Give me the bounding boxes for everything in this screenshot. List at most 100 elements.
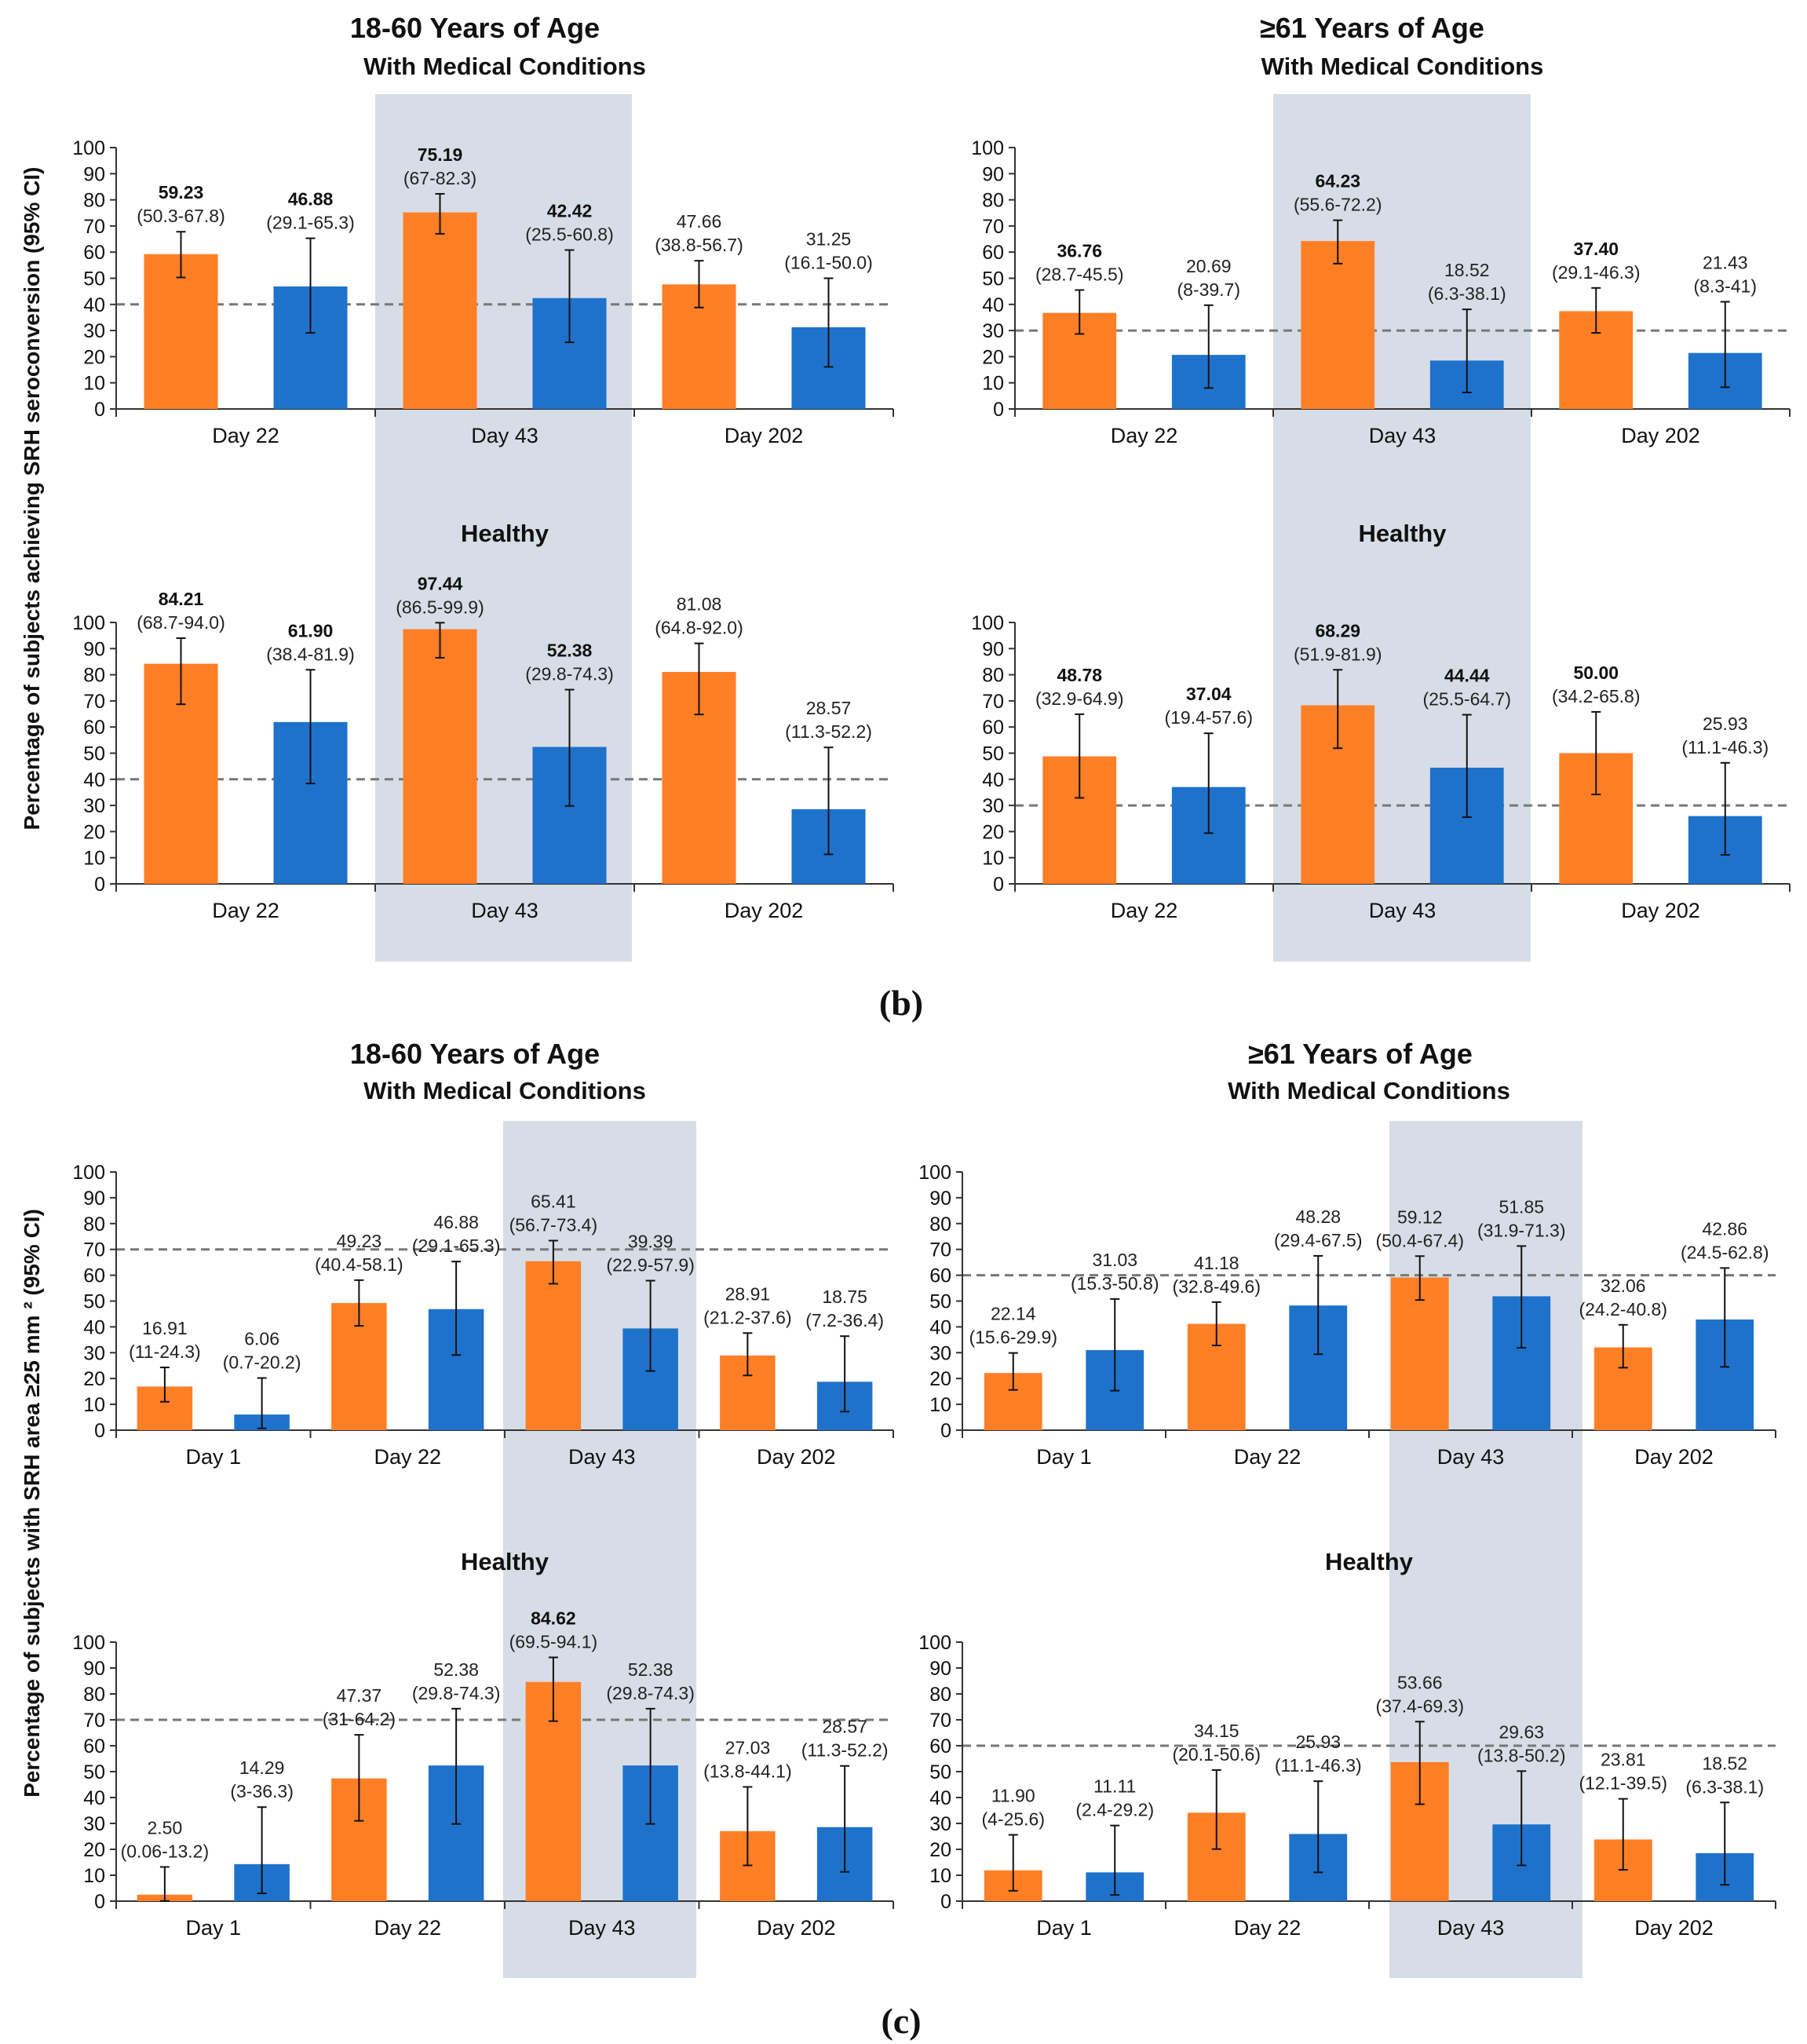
y-tick-label: 50 xyxy=(982,743,1004,765)
ci-label: (69.5-94.1) xyxy=(509,1631,598,1652)
value-label: 37.04 xyxy=(1186,684,1232,704)
chart-c4: Healthy 0 10 20 30 40 50 60 70 80 90 100 Day 1 Day 22… xyxy=(918,1548,1776,1940)
y-tick-label: 30 xyxy=(982,795,1004,817)
bar-orange xyxy=(1390,1277,1449,1430)
y-tick-label: 100 xyxy=(971,612,1004,634)
ci-label: (37.4-69.3) xyxy=(1375,1695,1464,1716)
y-tick-label: 40 xyxy=(83,769,105,791)
y-tick-label: 30 xyxy=(83,1342,105,1364)
ci-label: (29.1-65.3) xyxy=(266,213,355,233)
ci-label: (13.8-50.2) xyxy=(1477,1745,1566,1765)
ci-label: (11.3-52.2) xyxy=(801,1740,889,1761)
y-tick-label: 0 xyxy=(940,1891,951,1913)
y-tick-label: 10 xyxy=(929,1865,951,1887)
ci-label: (4-25.6) xyxy=(981,1809,1045,1830)
y-tick-label: 60 xyxy=(83,717,105,739)
chart-title: Healthy xyxy=(1359,520,1447,547)
category-label: Day 22 xyxy=(212,899,279,922)
column-title-c-left: 18-60 Years of Age xyxy=(350,1038,600,1070)
panel-label-c: (c) xyxy=(881,2001,921,2041)
y-tick-label: 0 xyxy=(940,1420,951,1442)
value-label: 65.41 xyxy=(531,1192,576,1212)
value-label: 84.62 xyxy=(531,1608,576,1628)
category-label: Day 43 xyxy=(471,424,538,447)
y-tick-label: 60 xyxy=(982,717,1004,739)
value-label: 36.76 xyxy=(1057,240,1102,261)
ci-label: (0.7-20.2) xyxy=(223,1352,301,1373)
y-tick-label: 30 xyxy=(83,1813,105,1835)
y-tick-label: 40 xyxy=(982,769,1004,791)
ci-label: (3-36.3) xyxy=(230,1781,294,1801)
category-label: Day 202 xyxy=(1621,899,1700,922)
value-label: 84.21 xyxy=(159,589,204,609)
y-tick-label: 100 xyxy=(971,137,1004,159)
category-label: Day 22 xyxy=(212,424,279,447)
y-tick-label: 80 xyxy=(982,665,1004,687)
category-label: Day 1 xyxy=(185,1445,241,1469)
charts-layer: With Medical Conditions 0 10 20 30 40 50 60 70 80… xyxy=(72,53,1791,1940)
category-label: Day 22 xyxy=(1234,1445,1301,1469)
ci-label: (32.9-64.9) xyxy=(1035,688,1124,709)
value-label: 20.69 xyxy=(1186,256,1232,276)
value-label: 31.03 xyxy=(1092,1250,1137,1270)
category-label: Day 202 xyxy=(757,1916,836,1940)
y-tick-label: 20 xyxy=(982,821,1004,843)
y-tick-label: 60 xyxy=(83,1265,105,1287)
y-axis-title-c: Percentage of subjects with SRH area ≥25… xyxy=(20,1209,44,1798)
ci-label: (22.9-57.9) xyxy=(606,1255,695,1276)
y-tick-label: 80 xyxy=(929,1214,951,1236)
value-label: 34.15 xyxy=(1194,1721,1239,1741)
y-tick-label: 50 xyxy=(83,268,105,290)
value-label: 44.44 xyxy=(1444,666,1490,686)
ci-label: (21.2-37.6) xyxy=(703,1307,792,1327)
y-tick-label: 0 xyxy=(993,399,1004,421)
y-tick-label: 80 xyxy=(982,190,1004,212)
bar-orange xyxy=(1301,241,1375,409)
y-tick-label: 100 xyxy=(918,1162,951,1184)
ci-label: (68.7-94.0) xyxy=(137,612,225,633)
chart-c2: With Medical Conditions 0 10 20 30 40 50 60 70 80… xyxy=(918,1077,1776,1469)
y-tick-label: 80 xyxy=(929,1684,951,1706)
value-label: 32.06 xyxy=(1601,1276,1646,1296)
y-tick-label: 20 xyxy=(83,346,105,368)
ci-label: (12.1-39.5) xyxy=(1579,1773,1667,1794)
y-tick-label: 30 xyxy=(929,1342,951,1364)
value-label: 46.88 xyxy=(288,189,334,210)
y-tick-label: 90 xyxy=(982,163,1004,185)
ci-label: (11.1-46.3) xyxy=(1681,737,1769,757)
value-label: 75.19 xyxy=(418,144,463,165)
y-tick-label: 60 xyxy=(83,1736,105,1757)
ci-label: (67-82.3) xyxy=(403,168,476,188)
chart-c3: Healthy 0 10 20 30 40 50 60 70 80 90 100 Day 1 Day 22… xyxy=(72,1548,894,1940)
category-label: Day 202 xyxy=(1634,1916,1714,1940)
value-label: 25.93 xyxy=(1295,1732,1341,1752)
value-label: 42.42 xyxy=(547,201,593,221)
y-tick-label: 10 xyxy=(982,848,1004,870)
y-tick-label: 20 xyxy=(83,1368,105,1390)
ci-label: (29.8-74.3) xyxy=(412,1683,501,1703)
value-label: 48.28 xyxy=(1295,1206,1341,1227)
ci-label: (16.1-50.0) xyxy=(784,253,873,273)
y-tick-label: 10 xyxy=(83,373,105,395)
bar-orange xyxy=(403,212,477,409)
chart-b1: With Medical Conditions 0 10 20 30 40 50 60 70 80… xyxy=(72,53,894,447)
ci-label: (24.2-40.8) xyxy=(1579,1299,1667,1319)
y-tick-label: 60 xyxy=(929,1736,951,1757)
y-tick-label: 0 xyxy=(993,874,1004,896)
y-tick-label: 80 xyxy=(83,190,105,212)
ci-label: (20.1-50.6) xyxy=(1172,1744,1261,1765)
value-label: 18.75 xyxy=(822,1287,867,1307)
value-label: 18.52 xyxy=(1702,1753,1747,1773)
y-tick-label: 60 xyxy=(929,1265,951,1287)
y-tick-label: 70 xyxy=(982,216,1004,238)
ci-label: (8-39.7) xyxy=(1177,279,1240,300)
chart-title: With Medical Conditions xyxy=(363,53,646,80)
value-label: 6.06 xyxy=(244,1329,279,1349)
ci-label: (2.4-29.2) xyxy=(1075,1800,1154,1820)
y-tick-label: 100 xyxy=(72,1162,105,1184)
y-tick-label: 80 xyxy=(83,1214,105,1236)
y-tick-label: 40 xyxy=(929,1316,951,1338)
column-title-b-left: 18-60 Years of Age xyxy=(350,12,600,44)
value-label: 97.44 xyxy=(418,573,463,593)
value-label: 29.63 xyxy=(1499,1721,1544,1742)
